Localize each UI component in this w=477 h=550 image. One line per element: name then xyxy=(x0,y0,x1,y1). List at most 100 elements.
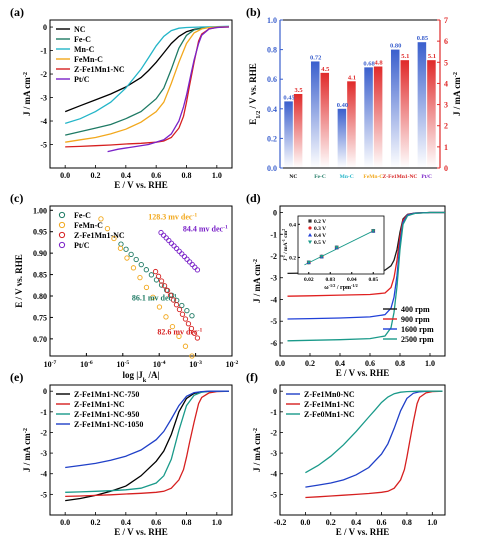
scatter-point xyxy=(163,314,169,320)
bar-label-e12: 0.72 xyxy=(310,54,321,61)
legend-label: NC xyxy=(74,25,86,34)
scatter-point xyxy=(186,259,193,265)
chart-panel-d: 0.0 0.2 0.4 0.6 0.8 1.0 0 -1 -2 -3 -4 -5 -6 E / V vs.… xyxy=(246,191,446,378)
y-tick-label: -4 xyxy=(40,470,47,479)
series-line xyxy=(287,211,445,342)
plot-frame xyxy=(49,205,233,357)
legend-label: Fe-C xyxy=(74,211,91,220)
bar-j xyxy=(347,81,356,168)
series-line xyxy=(65,390,230,498)
bar-label-e12: 0.45 xyxy=(283,94,295,101)
y-tick-label: -5 xyxy=(40,490,47,499)
bar-e12 xyxy=(390,49,400,168)
legend-label: Pt/C xyxy=(74,75,90,84)
y-tick-label: 0.8 xyxy=(267,46,277,55)
inset-legend-label: 0.4 V xyxy=(314,233,326,239)
y-tick-label: -3 xyxy=(270,449,277,458)
inset-legend-label: 0.2 V xyxy=(314,219,326,225)
scatter-point xyxy=(194,267,201,273)
x-tick-label: 0.6 xyxy=(365,359,375,368)
scatter-point xyxy=(130,265,137,271)
y2-axis-label: J / mA cm-2 xyxy=(452,72,463,116)
y-tick-label: -4 xyxy=(270,470,277,479)
scatter-point xyxy=(128,251,134,258)
y-tick-label: 0.95 xyxy=(33,228,47,237)
scatter-point xyxy=(189,261,195,268)
scatter-point xyxy=(179,251,185,257)
x-tick-label: 0.6 xyxy=(377,518,387,527)
bar-e12 xyxy=(364,67,373,168)
y2-tick-label: 3 xyxy=(444,101,448,110)
chart-panel-f: -0.2 0.0 0.2 0.4 0.6 0.8 1.0 0 -1 -2 -3 -4 -5 E / V v… xyxy=(246,370,446,537)
y-tick-label: 0.2 xyxy=(267,134,277,143)
y-tick-label: -1 xyxy=(40,408,47,417)
y-tick-label: 0.90 xyxy=(33,249,47,258)
y-tick-label: -5 xyxy=(270,317,277,326)
legend-label: FeMn-C xyxy=(74,55,103,64)
x-tick-label: 1.0 xyxy=(425,359,435,368)
inset-x-tick-label: 0.03 xyxy=(325,277,335,283)
y-tick-label: 0 xyxy=(43,387,47,396)
scatter-point xyxy=(176,333,182,340)
y-axis-label: J / mA cm-2 xyxy=(252,259,263,303)
y2-tick-label: 5 xyxy=(444,58,448,67)
legend-marker xyxy=(58,211,66,219)
x-tick-label: 0.4 xyxy=(121,171,131,180)
inset-point xyxy=(319,255,324,259)
scatter-point xyxy=(158,229,164,236)
scatter-point xyxy=(160,232,167,238)
x-tick-label: 10-6 xyxy=(80,360,93,369)
scatter-point xyxy=(156,304,163,310)
x-tick-label: 0.2 xyxy=(91,171,101,180)
scatter-point xyxy=(184,256,190,262)
scatter-point xyxy=(173,245,180,252)
inset-fit-line xyxy=(304,230,374,266)
bar-label-e12: 0.40 xyxy=(337,102,348,109)
inset-point xyxy=(371,229,376,234)
y-tick-label: -2 xyxy=(270,428,277,437)
legend-label: Z-Fe1Mn1-NC xyxy=(304,400,355,409)
y-tick-label: -2 xyxy=(40,428,47,437)
x-tick-label: 0.6 xyxy=(151,518,161,527)
bar-label-j: 4.1 xyxy=(348,74,356,81)
y-axis-label: J / mA cm-2 xyxy=(252,428,263,472)
inset-legend-label: 0.3 V xyxy=(314,226,326,232)
inset-legend-marker xyxy=(308,226,312,230)
scatter-point xyxy=(179,311,186,317)
y-tick-label: -4 xyxy=(40,117,47,126)
scatter-point xyxy=(161,283,168,289)
inset-legend-marker xyxy=(308,240,312,244)
bar-label-j: 4.5 xyxy=(321,66,330,73)
scatter-point xyxy=(164,287,171,294)
scatter-point xyxy=(173,302,180,308)
y-tick-label: -1 xyxy=(40,47,47,56)
scatter-point xyxy=(148,272,155,278)
tafel-slope-annotation: 82.6 mv dec-1 xyxy=(157,328,202,337)
legend-marker xyxy=(58,231,66,239)
scatter-point xyxy=(184,307,190,314)
x-axis-label: E / V vs. RHE xyxy=(114,180,167,190)
legend-label: Z-Fe0Mn1-NC xyxy=(304,410,355,419)
legend-label: Mn-C xyxy=(74,45,95,54)
x-tick-label: 10-7 xyxy=(44,360,57,369)
legend-label: Pt/C xyxy=(74,241,90,250)
y-tick-label: -2 xyxy=(40,70,47,79)
inset-x-tick-label: 0.04 xyxy=(347,277,357,283)
x-tick-label: 0.8 xyxy=(182,518,192,527)
scatter-point xyxy=(138,261,144,268)
bar-j xyxy=(373,66,383,168)
x-tick-label: 10-3 xyxy=(189,360,202,369)
x-tick-label: 0.0 xyxy=(275,359,285,368)
scatter-point xyxy=(152,268,159,275)
scatter-point xyxy=(123,246,129,252)
panel-label: (f) xyxy=(246,370,258,384)
y2-tick-label: 7 xyxy=(444,16,448,25)
series-line xyxy=(107,26,229,153)
y2-tick-label: 1 xyxy=(444,143,448,152)
y-tick-label: 0.80 xyxy=(33,292,47,301)
scatter-point xyxy=(168,240,175,246)
y-tick-label: -2 xyxy=(270,252,277,261)
series-line xyxy=(65,25,230,143)
y-tick-label: 0 xyxy=(273,209,277,218)
